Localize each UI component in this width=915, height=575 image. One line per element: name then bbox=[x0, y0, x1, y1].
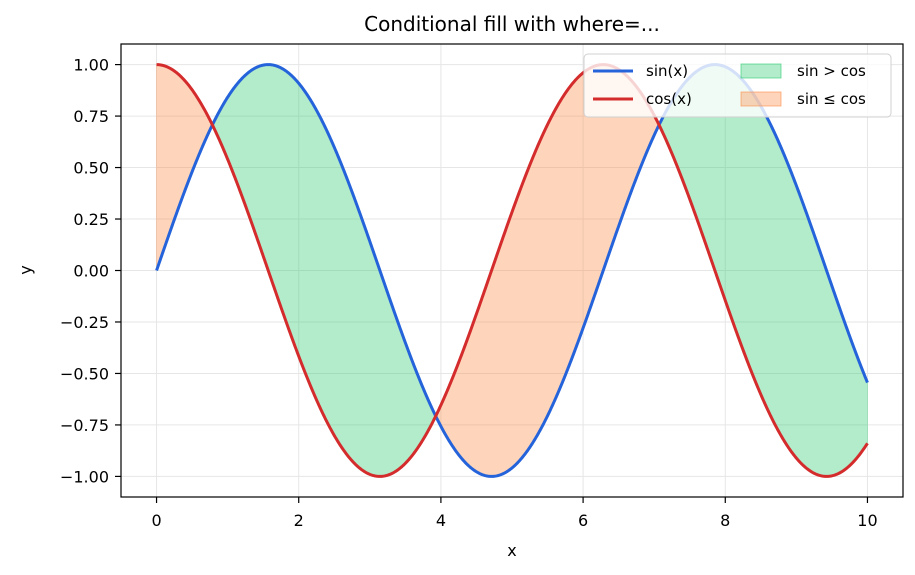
y-tick-label-3: 0.25 bbox=[73, 210, 109, 229]
y-tick-label-7: −0.75 bbox=[60, 416, 109, 435]
legend-box bbox=[583, 53, 892, 118]
y-tick-label-0: 1.00 bbox=[73, 56, 109, 75]
y-tick-label-4: 0.00 bbox=[73, 262, 109, 281]
legend-label-sin: sin(x) bbox=[646, 62, 688, 80]
x-tick-label-0: 0 bbox=[151, 511, 161, 530]
legend-label-fill-1: sin ≤ cos bbox=[797, 90, 866, 108]
y-tick-label-1: 0.75 bbox=[73, 107, 109, 126]
legend-label-fill-0: sin > cos bbox=[797, 62, 866, 80]
legend: sin(x) cos(x) sin > cos sin ≤ cos bbox=[583, 53, 892, 118]
series-line-cos bbox=[155, 63, 869, 478]
chart-title: Conditional fill with where=... bbox=[364, 12, 660, 36]
x-tick-label-3: 6 bbox=[578, 511, 588, 530]
y-tick-label-2: 0.50 bbox=[73, 159, 109, 178]
y-axis-ticks: 1.00 0.75 0.50 0.25 0.00 −0.25 −0.50 −0.75 −1.00 bbox=[60, 56, 121, 486]
legend-label-cos: cos(x) bbox=[646, 90, 692, 108]
x-tick-label-1: 2 bbox=[294, 511, 304, 530]
x-tick-label-4: 8 bbox=[720, 511, 730, 530]
grid bbox=[121, 44, 903, 497]
x-tick-label-5: 10 bbox=[857, 511, 877, 530]
y-tick-label-8: −1.00 bbox=[60, 467, 109, 486]
x-axis-label: x bbox=[507, 541, 516, 560]
y-tick-label-6: −0.50 bbox=[60, 364, 109, 383]
x-tick-label-2: 4 bbox=[436, 511, 446, 530]
legend-swatch-fill-0 bbox=[740, 63, 782, 79]
x-axis-ticks: 0 2 4 6 8 10 bbox=[151, 497, 878, 530]
y-tick-label-5: −0.25 bbox=[60, 313, 109, 332]
legend-swatch-fill-1 bbox=[740, 91, 782, 107]
y-axis-label: y bbox=[16, 265, 35, 274]
